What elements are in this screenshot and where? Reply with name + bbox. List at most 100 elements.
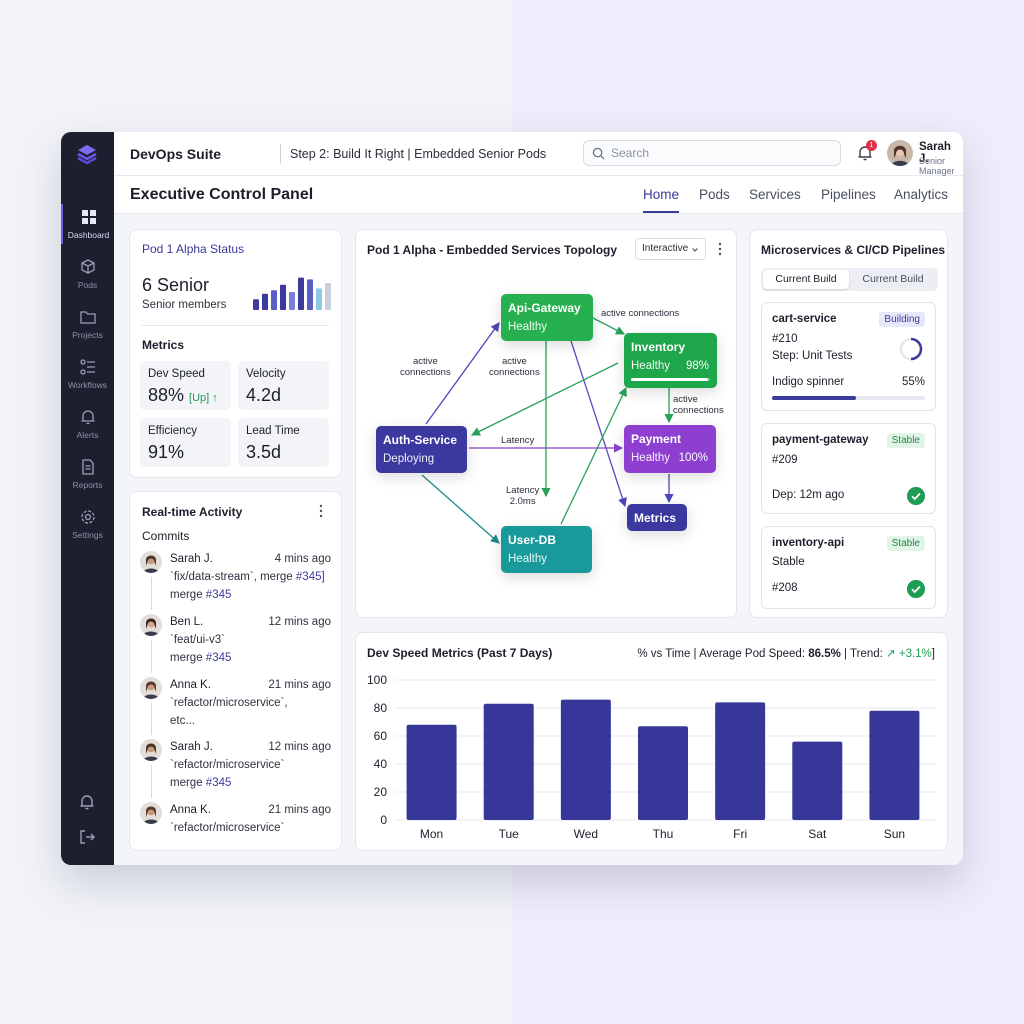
commit-detail: merge #345 [170,589,232,601]
bar-thu[interactable] [638,726,688,820]
node-name: Api-Gateway [508,301,581,315]
node-user-db[interactable]: User-DB Healthy [501,526,592,573]
sidebar-item-label: Projects [72,330,103,340]
search-box[interactable] [583,140,841,166]
toggle-current-build[interactable]: Current Build [763,270,849,289]
search-input[interactable] [611,146,811,160]
bar-sat[interactable] [792,741,843,820]
node-auth-service[interactable]: Auth-Service Deploying [376,426,467,473]
node-api-gateway[interactable]: Api-Gateway Healthy [501,294,593,341]
bell-icon[interactable] [856,144,874,162]
metric-velocity: Velocity 4.2d [238,361,329,410]
tab-pods[interactable]: Pods [699,187,730,202]
pull-request-link[interactable]: #345 [205,589,232,601]
toggle-current-build-alt[interactable]: Current Build [862,273,924,285]
tab-analytics[interactable]: Analytics [894,187,949,202]
search-icon [592,147,605,160]
activity-item[interactable]: Sarah J. 12 mins ago `refactor/microservic… [140,739,331,794]
document-icon [81,459,94,475]
user-avatar[interactable] [887,140,913,166]
edge-userdb-to-inventory [560,386,627,525]
activity-card: Real-time Activity Commits Sarah J. 4 min… [129,491,342,851]
pull-request-link[interactable]: #345 [205,777,232,789]
y-tick-label: 100 [367,673,387,687]
x-tick-label: Thu [653,827,674,841]
activity-time: 21 mins ago [268,804,331,816]
spinner-label: Indigo spinner [772,376,845,388]
sidebar-item-pods[interactable]: Pods [61,254,114,294]
pipelines-card: Microservices & CI/CD Pipelines Current … [749,229,948,618]
activity-item[interactable]: Anna K. 21 mins ago `refactor/microservice… [140,802,331,857]
check-circle-icon [907,487,925,505]
bar-mon[interactable] [406,724,457,820]
node-metrics[interactable]: Metrics [627,504,687,531]
tab-home[interactable]: Home [643,187,680,202]
activity-author: Ben L. [170,616,204,628]
layers-logo-icon[interactable] [75,142,99,166]
pipeline-card-cart-service[interactable]: cart-service Building #210 Step: Unit Te… [761,302,936,411]
edge-label: active connections [673,394,724,416]
edge-label: active connections [601,308,680,319]
node-name: Auth-Service [383,433,458,447]
sidebar-item-label: Workflows [67,380,108,390]
activity-author: Anna K. [170,679,211,691]
y-tick-label: 40 [374,757,388,771]
commit-message: `refactor/microservice`, [170,697,288,709]
deploy-time: Dep: 12m ago [772,489,845,501]
tab-pipelines[interactable]: Pipelines [821,187,876,202]
sparkline-bar [307,279,313,310]
bar-wed[interactable] [560,699,611,820]
sidebar-item-dashboard[interactable]: Dashboard [61,204,114,244]
metrics-heading: Metrics [142,338,185,352]
build-progress-bar [772,396,925,400]
build-step: Step: Unit Tests [772,350,853,362]
logout-icon[interactable] [77,827,97,847]
more-options-icon[interactable] [717,242,723,256]
pipeline-name: cart-service [772,313,837,325]
build-percent: 55% [901,376,925,388]
activity-author: Sarah J. [170,553,213,565]
activity-item[interactable]: Anna K. 21 mins ago `refactor/microservice… [140,677,331,732]
page-header: Executive Control Panel Home Pods Servic… [114,176,963,214]
page-title: Executive Control Panel [130,186,314,203]
topology-edges [421,317,674,544]
activity-author: Sarah J. [170,741,213,753]
metric-value: 3.5d [246,442,282,462]
tab-services[interactable]: Services [749,187,801,202]
status-badge: Stable [886,433,925,448]
sidebar-item-alerts[interactable]: Alerts [61,404,114,444]
sidebar-item-workflows[interactable]: Workflows [61,354,114,394]
bar-tue[interactable] [483,703,534,820]
check-circle-icon [907,580,925,598]
sidebar-item-reports[interactable]: Reports [61,454,114,494]
build-progress-fill [772,396,857,400]
pull-request-link[interactable]: #345] [295,571,325,583]
metric-value: 4.2d [246,385,282,405]
activity-item[interactable]: Sarah J. 4 mins ago `fix/data-stream`, mer… [140,551,331,606]
avatar [140,802,162,824]
view-mode-dropdown[interactable]: Interactive [635,238,706,260]
edge-label: Latency 2.0ms [506,485,540,507]
sidebar-item-projects[interactable]: Projects [61,304,114,344]
chart-summary: % vs Time | Average Pod Speed: 86.5% | T… [637,646,935,660]
activity-item[interactable]: Ben L. 12 mins ago `feat/ui-v3` merge #345 [140,614,331,669]
pipeline-card-payment-gateway[interactable]: payment-gateway Stable #209 Dep: 12m ago [761,423,936,514]
more-options-icon[interactable] [318,504,324,518]
notifications-bell-icon[interactable] [77,792,97,812]
workflow-icon [79,359,95,375]
node-percent: 98% [685,360,709,372]
bar-sun[interactable] [869,710,920,820]
node-name: Payment [631,432,682,446]
pull-request-link[interactable]: #345 [205,652,232,664]
senior-members-label: Senior members [142,299,227,311]
pipeline-card-inventory-api[interactable]: inventory-api Stable Stable #208 [761,526,936,609]
sidebar-item-settings[interactable]: Settings [61,504,114,544]
node-inventory[interactable]: Inventory Healthy 98% [624,333,717,388]
sparkline-bar [262,293,268,310]
edge-gateway-to-metrics [570,340,627,508]
node-payment[interactable]: Payment Healthy 100% [624,425,716,473]
sparkline-bar [271,290,277,310]
edge-label: active connections [400,356,451,378]
pod-status-title: Pod 1 Alpha Status [142,242,245,256]
bar-fri[interactable] [715,702,766,820]
